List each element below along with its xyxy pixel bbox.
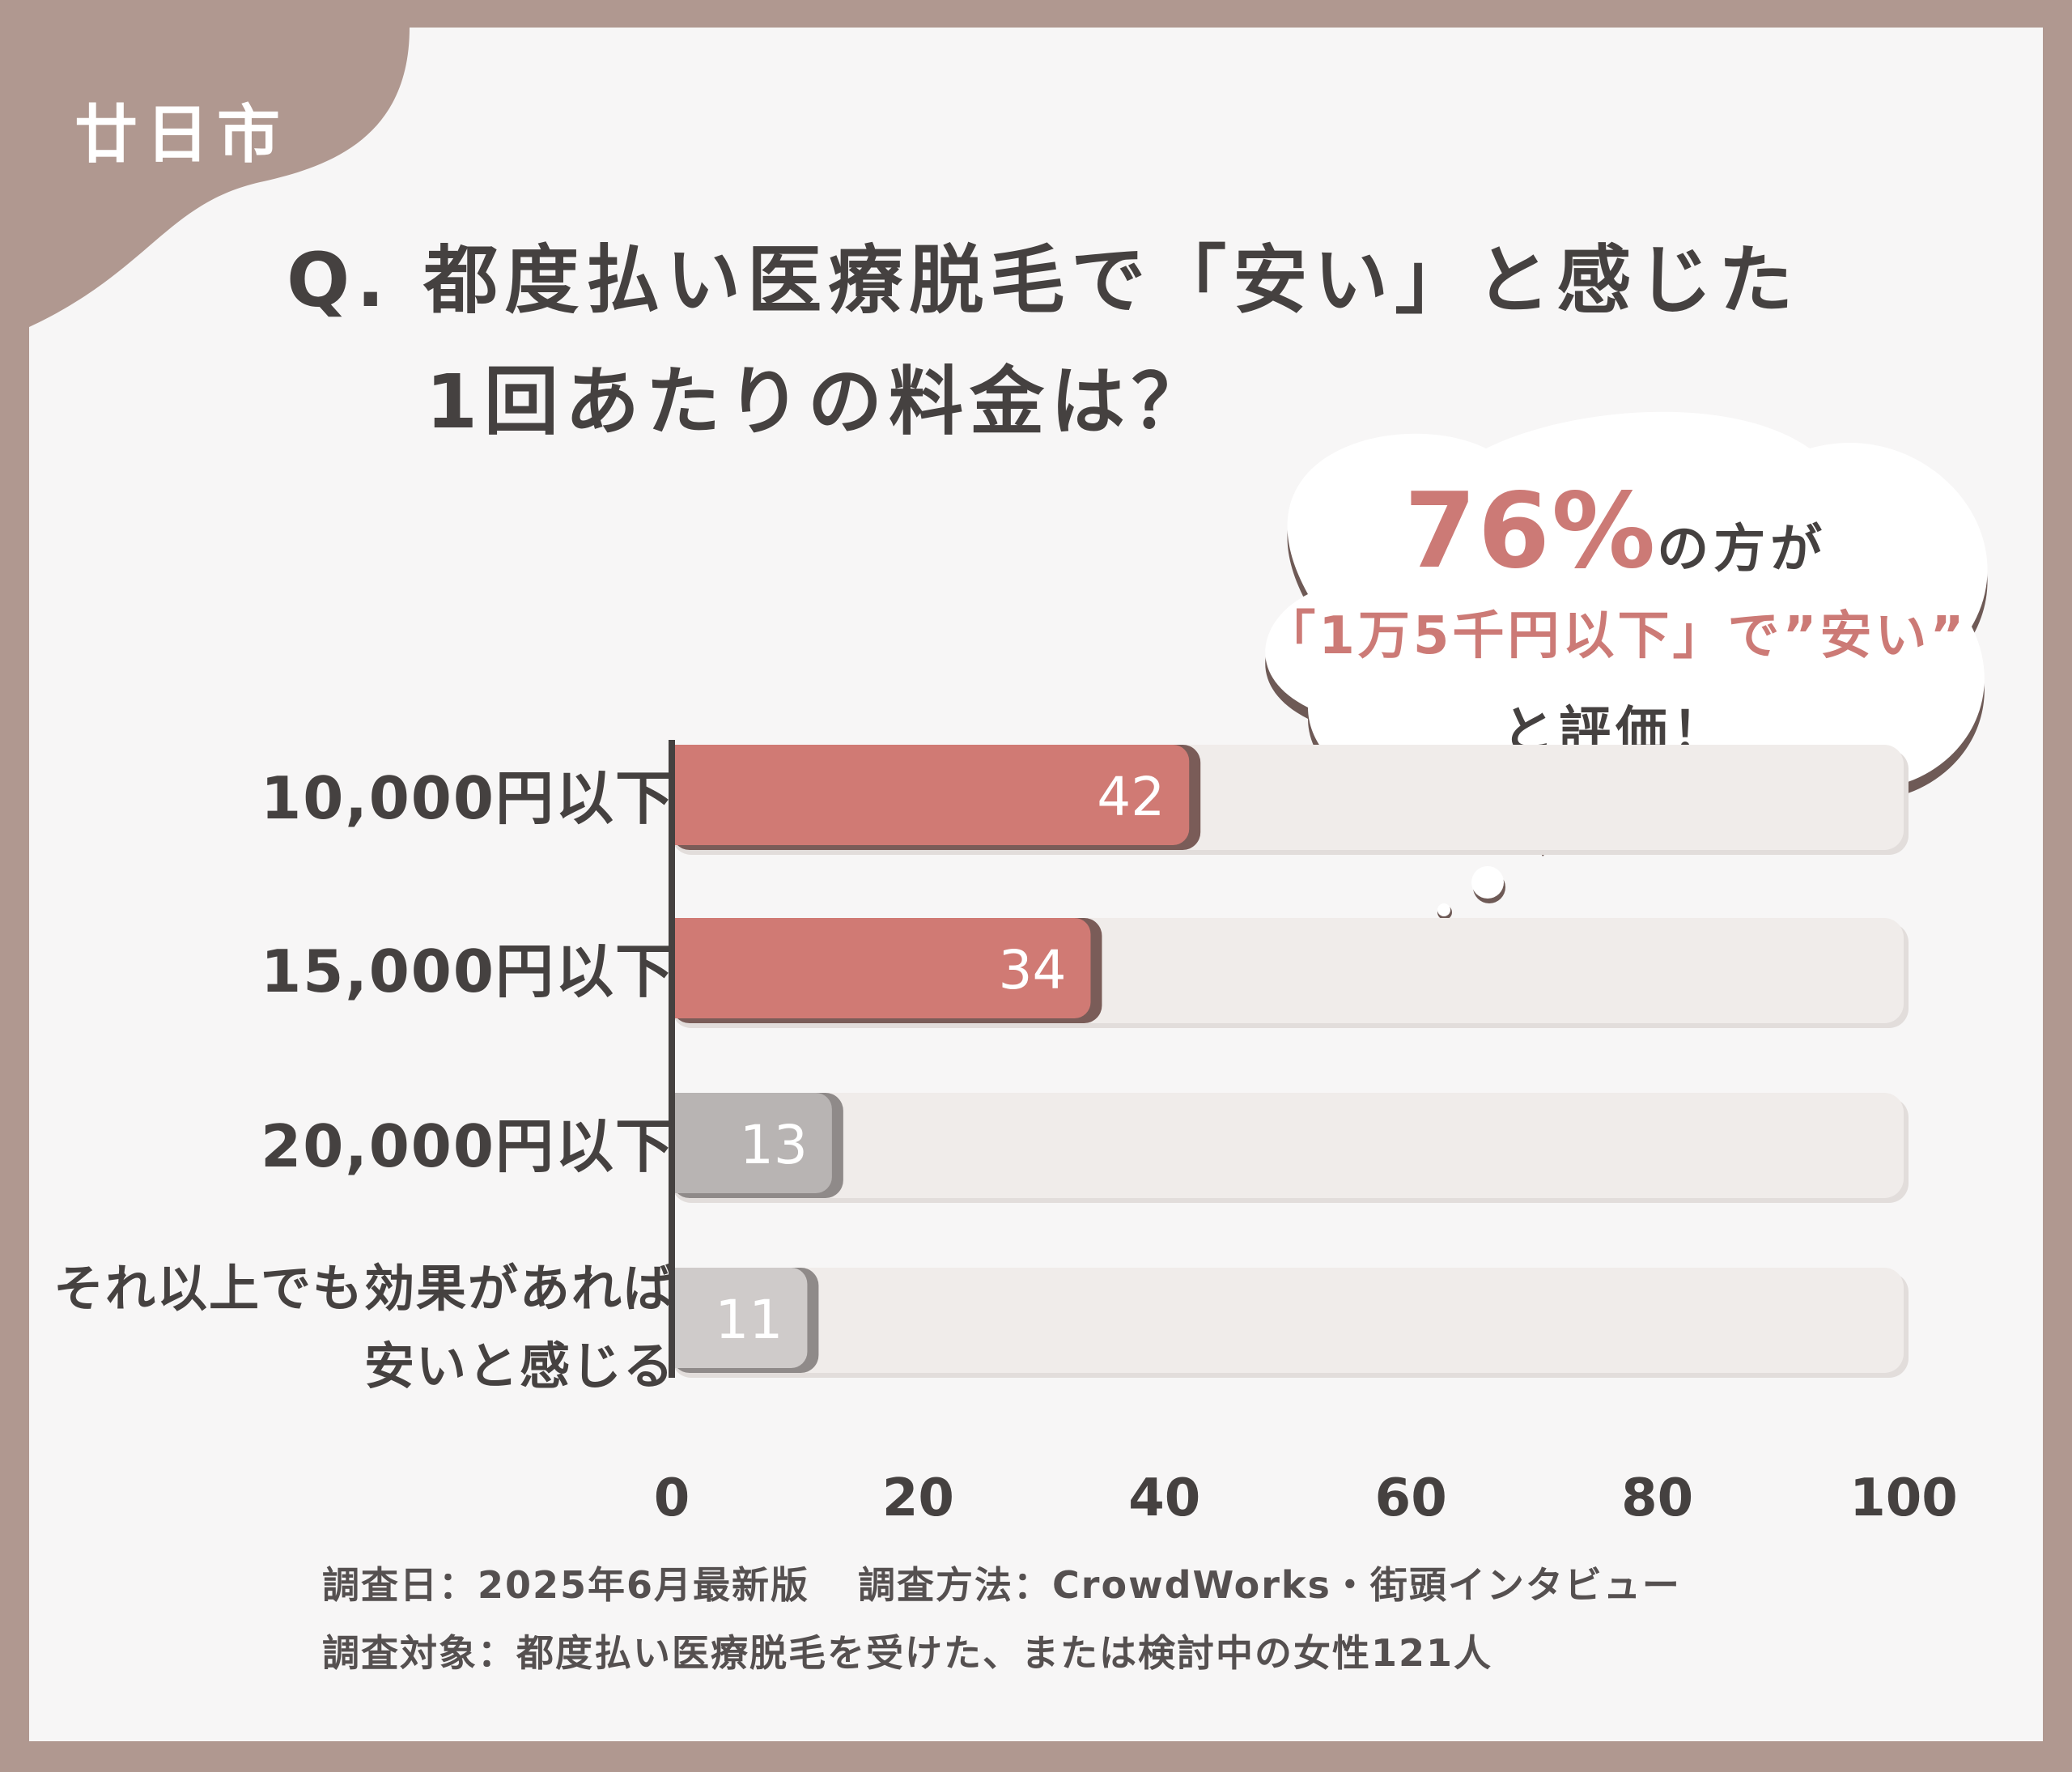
city-tag: 廿日市 [74, 99, 289, 172]
x-tick-label-5: 100 [1849, 1468, 1958, 1528]
bar-flat-start-2 [672, 1093, 696, 1193]
category-label-1: 15,000円以下 [261, 937, 675, 1005]
x-tick-label-0: 0 [653, 1468, 690, 1528]
survey-method: 調査方法：CrowdWorks・街頭インタビュー [858, 1563, 1681, 1607]
callout-line-2: 「1万5千円以下」で”安い” [1263, 606, 1968, 666]
bar-track-3 [672, 1268, 1904, 1373]
question-line-1: Q. 都度払い医療脱毛で「安い」と感じた [287, 237, 1800, 324]
x-tick-label-3: 60 [1374, 1468, 1447, 1528]
category-label-2: 20,000円以下 [261, 1112, 675, 1180]
footer-line-2: 調査対象：都度払い医療脱毛を受けた、または検討中の女性121人 [322, 1631, 1493, 1675]
bar-track-shadow-2 [672, 1098, 1909, 1203]
bar-3 [672, 1268, 808, 1368]
bar-flat-start-3 [672, 1268, 696, 1368]
x-tick-label-4: 80 [1621, 1468, 1694, 1528]
category-label-3: それ以上でも効果があれば 安いと感じる [53, 1259, 675, 1396]
callout-percent: 76% [1403, 471, 1658, 592]
callout-line-1: 76%の方が [1243, 471, 1988, 592]
survey-date: 調査日：2025年6月最新版 [322, 1563, 810, 1607]
bar-value-label-2: 13 [740, 1114, 808, 1176]
x-tick-label-1: 20 [881, 1468, 954, 1528]
bar-track-shadow-3 [672, 1273, 1909, 1378]
bar-shadow-3 [672, 1268, 819, 1373]
bar-2 [672, 1093, 832, 1193]
bar-value-label-3: 11 [715, 1289, 783, 1351]
callout-line-3: と評価！ [1502, 702, 1729, 762]
x-tick-label-2: 40 [1128, 1468, 1201, 1528]
bar-shadow-2 [672, 1093, 843, 1198]
footer-line-1: 調査日：2025年6月最新版 調査方法：CrowdWorks・街頭インタビュー [322, 1556, 1681, 1609]
bar-track-2 [672, 1093, 1904, 1198]
infographic-card: 廿日市 Q. 都度払い医療脱毛で「安い」と感じた 1回あたりの料金は？ 76%の… [29, 28, 2043, 1741]
city-tab-shape [29, 28, 410, 327]
question-line-2: 1回あたりの料金は？ [426, 359, 1213, 445]
callout-line-1-rest: の方が [1657, 520, 1828, 580]
category-label-0: 10,000円以下 [261, 764, 675, 832]
